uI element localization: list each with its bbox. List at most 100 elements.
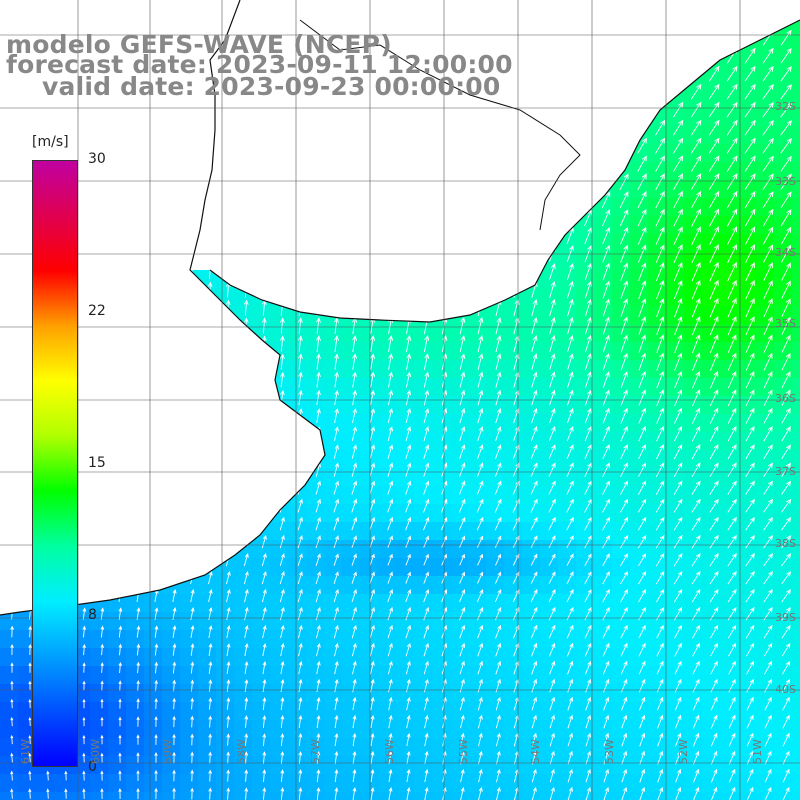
field-cell <box>486 540 505 559</box>
field-cell <box>486 738 505 757</box>
field-cell <box>216 648 235 667</box>
field-cell <box>324 450 343 469</box>
wind-arrow <box>549 298 556 317</box>
field-cell <box>342 792 361 800</box>
field-cell <box>720 252 739 271</box>
field-cell <box>774 414 793 433</box>
wind-arrow <box>477 714 483 729</box>
field-cell <box>252 594 271 613</box>
field-cell <box>126 612 145 631</box>
wind-arrow <box>637 226 647 245</box>
wind-arrow <box>673 534 683 549</box>
wind-arrow <box>764 732 772 747</box>
wind-arrow <box>620 624 628 639</box>
wind-arrow <box>675 768 682 783</box>
field-cell <box>342 756 361 775</box>
wind-arrow <box>476 480 484 495</box>
field-cell <box>702 198 721 217</box>
field-cell <box>126 684 145 703</box>
field-cell <box>648 756 667 775</box>
field-cell <box>756 558 775 577</box>
wind-arrow <box>478 732 483 747</box>
field-cell <box>594 774 613 793</box>
field-cell <box>792 360 800 379</box>
field-cell <box>468 468 487 487</box>
wind-arrow <box>548 624 556 639</box>
field-cell <box>234 558 253 577</box>
field-cell <box>288 630 307 649</box>
field-cell <box>486 450 505 469</box>
field-cell <box>396 558 415 577</box>
field-cell <box>360 558 379 577</box>
field-cell <box>396 648 415 667</box>
field-cell <box>18 630 37 649</box>
wind-arrow <box>638 480 647 495</box>
wind-arrow <box>638 444 646 460</box>
field-cell <box>558 450 577 469</box>
field-cell <box>216 792 235 800</box>
field-cell <box>414 630 433 649</box>
field-cell <box>252 576 271 595</box>
field-cell <box>630 792 649 800</box>
wind-arrow <box>208 715 213 728</box>
field-cell <box>612 792 631 800</box>
wind-arrow <box>781 371 791 389</box>
wind-arrow <box>387 553 393 566</box>
field-cell <box>288 522 307 541</box>
wind-arrow <box>763 280 773 300</box>
wind-arrow <box>405 389 412 406</box>
wind-arrow <box>674 352 683 371</box>
wind-arrow <box>745 334 755 353</box>
field-cell <box>630 756 649 775</box>
wind-arrow <box>655 534 665 549</box>
wind-arrow <box>673 444 683 460</box>
wind-arrow <box>637 155 647 172</box>
field-cell <box>216 612 235 631</box>
field-cell <box>792 54 800 73</box>
wind-arrow <box>781 480 791 495</box>
wind-arrow <box>118 625 123 638</box>
field-cell <box>738 288 757 307</box>
field-cell <box>18 648 37 667</box>
field-cell <box>270 522 289 541</box>
wind-arrow <box>333 588 339 603</box>
field-cell <box>756 756 775 775</box>
field-cell <box>558 540 577 559</box>
wind-arrow <box>566 498 574 513</box>
wind-arrow <box>423 444 430 459</box>
field-cell <box>180 774 199 793</box>
wind-arrow <box>673 137 684 154</box>
wind-arrow <box>621 750 628 765</box>
wind-arrow <box>726 190 738 209</box>
field-cell <box>468 432 487 451</box>
wind-arrow <box>172 751 176 764</box>
field-cell <box>792 630 800 649</box>
wind-arrow <box>100 734 104 745</box>
field-cell <box>468 702 487 721</box>
field-cell <box>54 774 73 793</box>
wind-arrow <box>370 371 376 388</box>
wind-arrow <box>745 444 755 460</box>
field-cell <box>432 792 451 800</box>
wind-arrow <box>494 535 502 548</box>
wind-arrow <box>710 768 718 783</box>
wind-arrow <box>387 535 393 548</box>
field-cell <box>360 594 379 613</box>
field-cell <box>342 342 361 361</box>
wind-arrow <box>566 516 574 531</box>
field-cell <box>378 666 397 685</box>
field-cell <box>720 180 739 199</box>
wind-arrow <box>549 353 556 370</box>
wind-arrow <box>781 516 792 531</box>
field-cell <box>396 774 415 793</box>
wind-arrow <box>781 262 791 281</box>
field-cell <box>486 432 505 451</box>
field-cell <box>288 576 307 595</box>
field-cell <box>18 612 37 631</box>
field-cell <box>756 72 775 91</box>
wind-arrow <box>584 516 592 531</box>
wind-arrow <box>620 226 629 245</box>
field-cell <box>414 774 433 793</box>
